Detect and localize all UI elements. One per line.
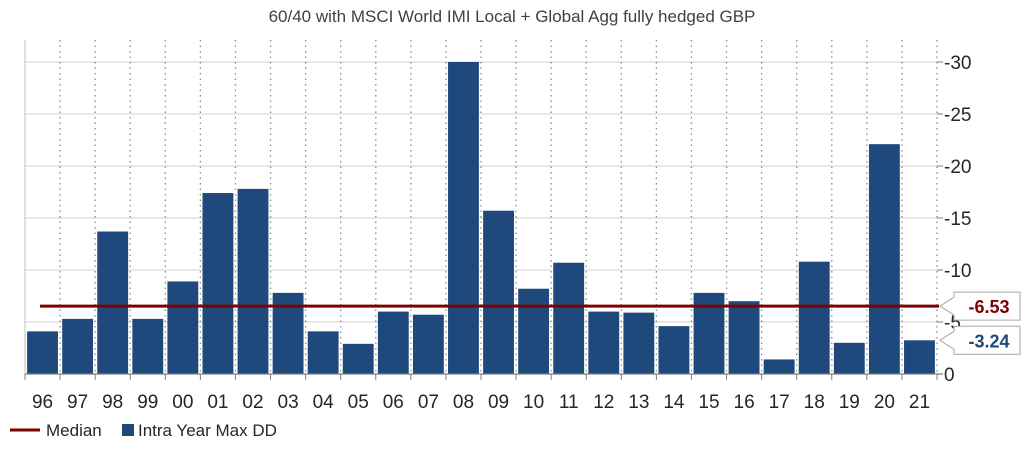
- bar: [342, 343, 374, 374]
- y-tick-label: -20: [944, 157, 971, 178]
- chart-title: 60/40 with MSCI World IMI Local + Global…: [269, 7, 756, 26]
- x-tick-label: 99: [137, 392, 158, 413]
- callouts: -6.53 -3.24: [939, 291, 1021, 355]
- x-tick-label: 14: [663, 392, 685, 413]
- bar: [763, 359, 795, 374]
- x-tick-label: 01: [207, 392, 228, 413]
- x-tick-label: 07: [418, 392, 439, 413]
- y-tick-label: -25: [944, 105, 971, 126]
- bar: [202, 193, 234, 374]
- y-tick-label: -10: [944, 261, 971, 282]
- x-tick-label: 21: [909, 392, 930, 413]
- callout-box: [939, 325, 1021, 355]
- x-tick-label: 00: [172, 392, 193, 413]
- x-tick-label: 11: [559, 392, 579, 413]
- legend-bar-swatch: [122, 424, 134, 436]
- bar: [623, 312, 655, 374]
- bar: [518, 288, 550, 374]
- x-tick-label: 10: [523, 392, 544, 413]
- x-tick-label: 17: [769, 392, 790, 413]
- legend: Median Intra Year Max DD: [10, 421, 277, 440]
- bar: [167, 281, 199, 374]
- x-tick-label: 03: [278, 392, 299, 413]
- x-tick-label: 97: [67, 392, 88, 413]
- x-tick-label: 16: [734, 392, 755, 413]
- y-tick-label: -30: [944, 53, 971, 74]
- bar: [728, 301, 760, 374]
- bar: [237, 188, 269, 374]
- x-tick-label: 96: [32, 392, 53, 413]
- x-tick-label: 05: [348, 392, 369, 413]
- bar: [27, 331, 58, 374]
- bar: [658, 326, 690, 374]
- legend-median-label: Median: [46, 421, 102, 440]
- bar: [307, 331, 339, 374]
- x-tick-label: 04: [313, 392, 335, 413]
- y-tick-label: 0: [944, 365, 955, 386]
- x-tick-label: 12: [593, 392, 614, 413]
- legend-bar-label: Intra Year Max DD: [138, 421, 277, 440]
- bar: [553, 262, 585, 374]
- bar: [377, 311, 409, 374]
- bar: [868, 144, 900, 374]
- bar: [97, 231, 129, 374]
- bar: [62, 318, 94, 374]
- x-tick-label: 09: [488, 392, 509, 413]
- x-tick-label: 18: [804, 392, 825, 413]
- bar: [132, 318, 164, 374]
- x-tick-label: 19: [839, 392, 860, 413]
- x-tick-label: 08: [453, 392, 474, 413]
- bar: [833, 342, 865, 374]
- x-tick-label: 02: [242, 392, 263, 413]
- x-tick-label: 06: [383, 392, 404, 413]
- callout-label: -3.24: [968, 331, 1009, 351]
- x-tick-label: 13: [628, 392, 649, 413]
- bar: [904, 340, 935, 374]
- callout-label: -6.53: [968, 297, 1009, 317]
- bar: [588, 311, 620, 374]
- bar: [483, 210, 514, 374]
- bar: [798, 261, 830, 374]
- bar: [448, 62, 479, 374]
- x-tick-label: 20: [874, 392, 895, 413]
- y-tick-label: -15: [944, 209, 971, 230]
- bar: [412, 314, 444, 374]
- x-tick-label: 98: [102, 392, 123, 413]
- x-tick-label: 15: [698, 392, 719, 413]
- callout-box: [939, 291, 1021, 321]
